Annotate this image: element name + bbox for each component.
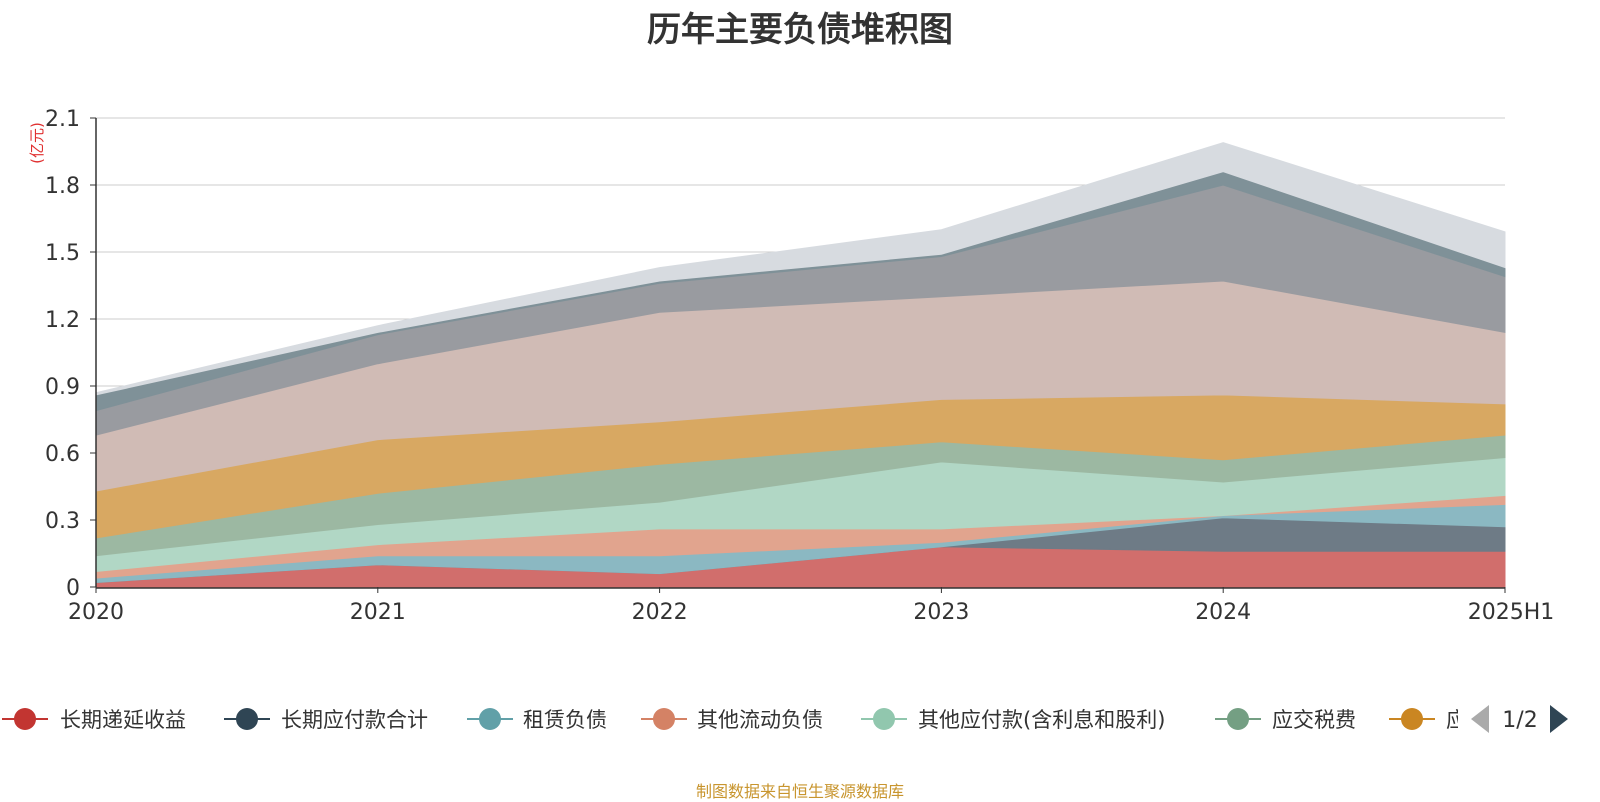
legend-label: 应交税费 (1272, 708, 1356, 732)
y-tick-label: 0 (66, 576, 80, 601)
area-合同负债[interactable] (95, 142, 1506, 396)
legend-prev-icon[interactable] (1471, 705, 1489, 733)
legend-marker (873, 708, 895, 730)
y-tick-label: 1.8 (45, 174, 80, 199)
axes: 0 0.3 0.6 0.9 1.2 1.5 1.8 2.1 2020 2021 2022 2023 20… (28, 107, 1554, 625)
legend-marker (479, 708, 501, 730)
y-tick-label: 0.3 (45, 509, 80, 534)
source-note: 制图数据来自恒生聚源数据库 (695, 782, 904, 801)
y-tick-label: 0.9 (45, 375, 80, 400)
chart-title: 历年主要负债堆积图 (647, 10, 953, 50)
legend-marker (236, 708, 258, 730)
legend-marker (1401, 708, 1423, 730)
legend-item[interactable]: 租赁负债 (467, 708, 607, 732)
x-tick-label: 2022 (632, 600, 688, 625)
x-tick-label: 2025H1 (1468, 600, 1555, 625)
legend-label: 其他应付款(含利息和股利) (918, 708, 1165, 732)
x-tick-label: 2021 (350, 600, 406, 625)
area-series (95, 142, 1506, 588)
legend-marker (1227, 708, 1249, 730)
legend-label: 租赁负债 (523, 708, 607, 732)
legend-item[interactable]: 其他应付款(含利息和股利) (861, 708, 1165, 732)
y-tick-label: 1.2 (45, 308, 80, 333)
legend: 长期递延收益 长期应付款合计 租赁负债 其他流动负债 其他应付款(含利息和股利) 应交税费… (2, 695, 1600, 745)
unit-label: (亿元) (28, 122, 46, 164)
legend-next-icon[interactable] (1550, 705, 1568, 733)
y-tick-label: 2.1 (45, 107, 80, 132)
legend-page-indicator: 1/2 (1502, 708, 1537, 733)
legend-label: 其他流动负债 (697, 708, 823, 732)
legend-marker (653, 708, 675, 730)
legend-item[interactable]: 其他流动负债 (641, 708, 823, 732)
legend-item[interactable]: 应交税费 (1215, 708, 1356, 732)
legend-item[interactable]: 长期应付款合计 (224, 708, 428, 732)
x-tick-label: 2024 (1195, 600, 1251, 625)
legend-marker (14, 708, 36, 730)
legend-item[interactable]: 应 (1389, 708, 1467, 732)
x-tick-label: 2023 (913, 600, 969, 625)
y-tick-label: 1.5 (45, 241, 80, 266)
legend-label: 长期递延收益 (60, 708, 186, 732)
x-tick-label: 2020 (68, 600, 124, 625)
legend-label: 长期应付款合计 (281, 708, 428, 732)
legend-item[interactable]: 长期递延收益 (2, 708, 186, 732)
y-tick-label: 0.6 (45, 442, 80, 467)
